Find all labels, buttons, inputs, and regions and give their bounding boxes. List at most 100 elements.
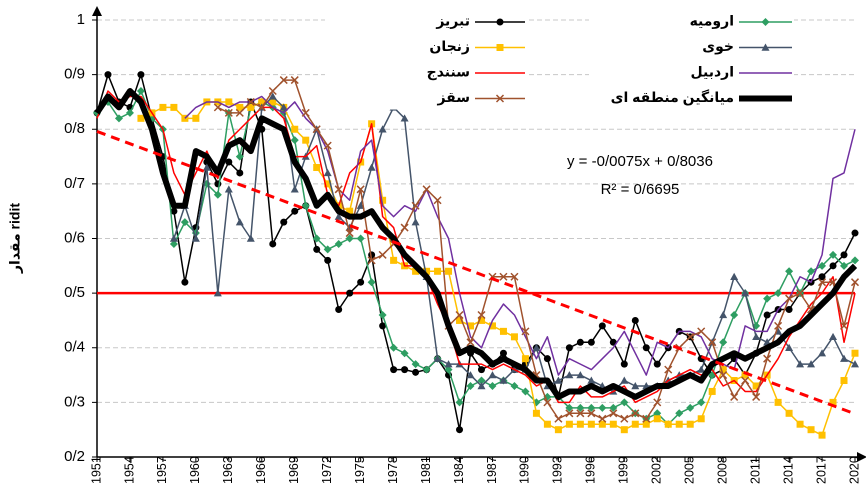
legend-label: ارومیه: [690, 13, 734, 30]
point: [664, 365, 673, 374]
point: [202, 163, 211, 171]
point: [235, 218, 244, 226]
point: [697, 365, 706, 373]
point: [247, 103, 255, 111]
point: [137, 71, 145, 79]
point: [631, 316, 639, 324]
point: [334, 212, 343, 220]
y-tick-label: 0/2: [64, 448, 85, 465]
legend-bg: [589, 36, 794, 59]
point: [235, 108, 244, 117]
point: [401, 366, 409, 374]
point: [313, 245, 321, 253]
point: [510, 272, 519, 281]
point: [488, 322, 496, 330]
y-tick-label: 0/4: [64, 339, 85, 356]
point: [236, 169, 244, 177]
point: [290, 76, 299, 85]
legend-label: سقز: [436, 89, 470, 106]
point: [466, 371, 475, 379]
point: [224, 185, 233, 193]
point: [829, 250, 838, 259]
point: [521, 387, 530, 396]
point: [532, 343, 541, 351]
point: [785, 409, 793, 417]
point: [620, 398, 629, 407]
legend-bg: [589, 62, 794, 84]
point: [741, 371, 749, 379]
x-tick-label: 1966: [254, 456, 268, 484]
point: [829, 332, 838, 341]
point: [719, 310, 728, 319]
x-tick-label: 1960: [188, 456, 202, 484]
legend-label: اردبیل: [690, 64, 734, 80]
point: [763, 294, 772, 303]
point: [422, 185, 431, 194]
y-tick-label: 0/7: [64, 175, 85, 192]
point: [807, 360, 816, 368]
point: [301, 108, 310, 117]
x-tick-label: 1957: [155, 456, 169, 484]
point: [631, 409, 640, 418]
point: [323, 245, 332, 254]
legend-label: خوی: [702, 38, 734, 55]
point: [719, 338, 728, 347]
point: [653, 360, 661, 368]
legend-label: زنجان: [429, 38, 470, 54]
x-tick-label: 1990: [518, 456, 532, 484]
point: [225, 98, 233, 106]
point: [686, 332, 695, 341]
point: [466, 338, 475, 347]
point: [357, 278, 365, 286]
point: [114, 114, 123, 123]
point: [302, 136, 310, 144]
point: [587, 409, 596, 418]
point: [499, 349, 507, 357]
point: [598, 414, 607, 423]
point: [642, 344, 650, 352]
point: [181, 278, 189, 286]
point: [301, 201, 310, 210]
point: [379, 196, 387, 204]
point: [807, 426, 815, 434]
point: [554, 414, 563, 423]
legend-bg: [325, 36, 527, 59]
point: [763, 311, 771, 319]
point: [565, 371, 574, 379]
point: [170, 207, 178, 215]
point: [761, 18, 770, 26]
point: [269, 98, 277, 106]
point: [719, 371, 728, 380]
y-axis-label: مقدار ridit: [7, 203, 23, 274]
series-line: [96, 73, 856, 431]
point: [521, 327, 530, 336]
point: [818, 273, 826, 281]
point: [312, 125, 321, 134]
point: [444, 365, 453, 374]
point: [467, 322, 475, 330]
point: [236, 103, 244, 111]
legend-bg: [325, 62, 527, 84]
legend-label: سنندج: [427, 64, 470, 81]
point: [224, 108, 233, 117]
point: [324, 180, 332, 188]
point: [620, 360, 628, 368]
point: [279, 103, 288, 111]
point: [499, 376, 508, 384]
point: [312, 234, 321, 243]
x-axis-arrow: [857, 452, 866, 462]
point: [235, 152, 244, 161]
point: [774, 398, 782, 406]
point: [433, 196, 442, 205]
series-line: [94, 88, 858, 400]
point: [565, 344, 573, 352]
point: [631, 381, 640, 390]
point: [653, 415, 661, 423]
point: [730, 392, 739, 401]
point: [499, 272, 508, 281]
x-tick-label: 1975: [353, 456, 367, 484]
point: [543, 355, 551, 363]
point: [576, 420, 584, 428]
point: [565, 420, 573, 428]
x-tick-label: 2020: [847, 456, 861, 484]
